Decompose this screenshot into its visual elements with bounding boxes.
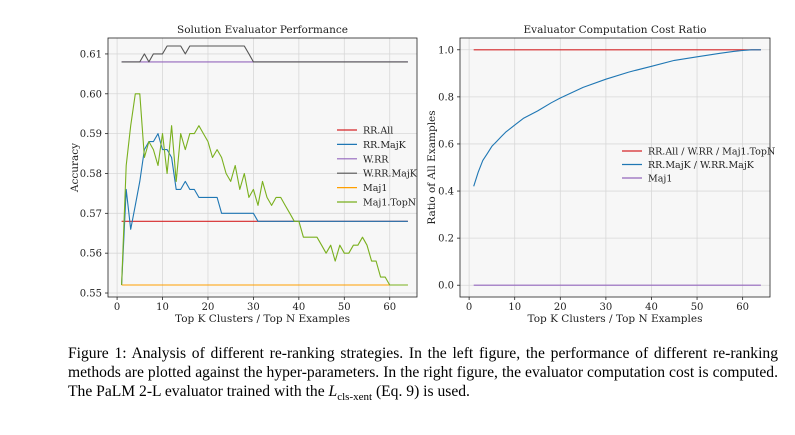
x-tick-label: 10 — [508, 302, 521, 313]
figure: 0 10 20 30 40 50 600.550.560.570.580.590.600.6… — [69, 24, 775, 325]
plot-area — [460, 38, 770, 297]
legend-label: RR.MajK — [363, 140, 407, 151]
y-tick-label: 0.2 — [438, 234, 454, 245]
series-line-maj1-topn — [121, 93, 408, 286]
x-tick-label: 30 — [600, 302, 613, 313]
y-tick-label: 0.0 — [438, 281, 454, 292]
series-line-rr-majk-w-rr-majk — [473, 49, 761, 187]
legend-label: RR.All / W.RR / Maj1.TopN — [648, 147, 775, 158]
legend: RR.All RR.MajK W.RR W.RR.MajK Maj1 Maj1.TopN — [337, 126, 418, 209]
legend-label: Maj1 — [648, 174, 672, 185]
x-tick-label: 60 — [736, 302, 749, 313]
plot-frame — [459, 37, 771, 298]
plot-area — [108, 38, 417, 297]
y-tick-label: 1.0 — [438, 45, 454, 56]
figure-caption: Figure 1: Analysis of different re-ranki… — [68, 344, 778, 407]
x-tick-label: 0 — [466, 302, 472, 313]
y-tick-label: 0.61 — [80, 49, 102, 60]
chart-panel-1: 0 10 20 30 40 50 60 0.55 0.56 0.57 0.58 0.59 0.60 0.6… — [69, 24, 418, 325]
chart-title: Evaluator Computation Cost Ratio — [523, 24, 706, 36]
plot-frame — [107, 37, 418, 298]
chart-panel-2: 0 10 20 30 40 50 60 0.0 0.2 0.4 0.6 0.8 1.0 Evaluator… — [426, 24, 775, 325]
x-axis-label: Top K Clusters / Top N Examples — [528, 313, 703, 325]
y-tick-label: 0.6 — [438, 139, 454, 150]
y-tick-label: 0.60 — [80, 89, 102, 100]
x-axis-label: Top K Clusters / Top N Examples — [175, 313, 350, 325]
loss-subscript: cls-xent — [337, 391, 373, 404]
x-tick-label: 40 — [645, 302, 658, 313]
x-tick-label: 10 — [156, 302, 169, 313]
x-tick-label: 60 — [383, 302, 396, 313]
x-tick-label: 30 — [247, 302, 260, 313]
x-tick-label: 50 — [691, 302, 704, 313]
x-tick-label: 50 — [338, 302, 351, 313]
loss-symbol: L — [328, 383, 338, 400]
y-tick-label: 0.55 — [80, 289, 102, 300]
x-tick-label: 20 — [202, 302, 215, 313]
chart-title: Solution Evaluator Performance — [177, 24, 348, 36]
series-line-rr-majk — [121, 133, 408, 286]
legend-label: W.RR.MajK — [363, 169, 418, 180]
y-axis-label: Accuracy — [69, 143, 81, 193]
y-axis-label: Ratio of All Examples — [426, 110, 438, 224]
caption-text-end: (Eq. 9) is used. — [372, 383, 470, 400]
caption-text: Figure 1: Analysis of different re-ranki… — [68, 345, 778, 400]
y-tick-label: 0.59 — [80, 129, 102, 140]
legend-label: Maj1.TopN — [363, 198, 416, 209]
x-tick-label: 0 — [114, 302, 120, 313]
legend-label: RR.All — [363, 126, 393, 137]
x-tick-label: 40 — [292, 302, 305, 313]
legend-label: Maj1 — [363, 183, 387, 194]
y-tick-label: 0.57 — [80, 209, 102, 220]
y-tick-label: 0.4 — [438, 187, 454, 198]
series-line-w-rr-majk — [121, 45, 408, 63]
x-tick-label: 20 — [554, 302, 567, 313]
legend-label: RR.MajK / W.RR.MajK — [648, 160, 755, 171]
legend: RR.All / W.RR / Maj1.TopN RR.MajK / W.RR.… — [622, 147, 775, 185]
y-tick-label: 0.58 — [80, 169, 102, 180]
y-tick-label: 0.56 — [80, 249, 102, 260]
y-tick-label: 0.8 — [438, 92, 454, 103]
legend-label: W.RR — [363, 154, 389, 165]
